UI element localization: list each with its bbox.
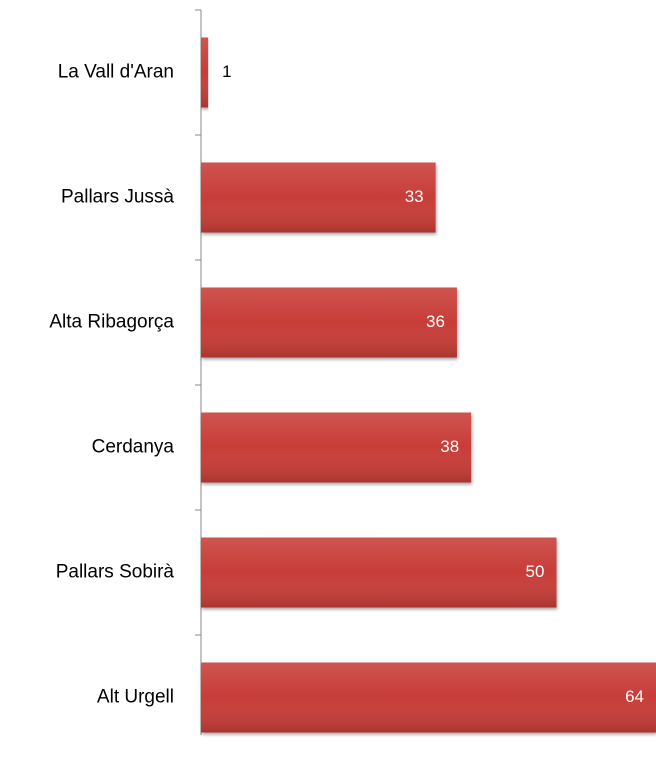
category-label: La Vall d'Aran	[58, 62, 174, 83]
value-label: 36	[426, 312, 445, 331]
value-label: 50	[526, 562, 545, 581]
value-label: 1	[222, 62, 231, 81]
value-label: 64	[625, 687, 644, 706]
category-label: Alta Ribagorça	[49, 312, 174, 333]
value-label: 38	[440, 437, 459, 456]
bar-shade	[201, 537, 557, 608]
category-label: Alt Urgell	[97, 687, 174, 708]
category-label: Cerdanya	[92, 437, 175, 458]
bar-shade	[201, 37, 209, 108]
bar-shade	[201, 662, 656, 733]
category-label: Pallars Sobirà	[56, 562, 175, 583]
bar-shade	[201, 287, 457, 358]
bar-shade	[201, 162, 436, 233]
bar-shade	[201, 412, 472, 483]
value-label: 33	[405, 187, 424, 206]
category-label: Pallars Jussà	[61, 187, 174, 208]
